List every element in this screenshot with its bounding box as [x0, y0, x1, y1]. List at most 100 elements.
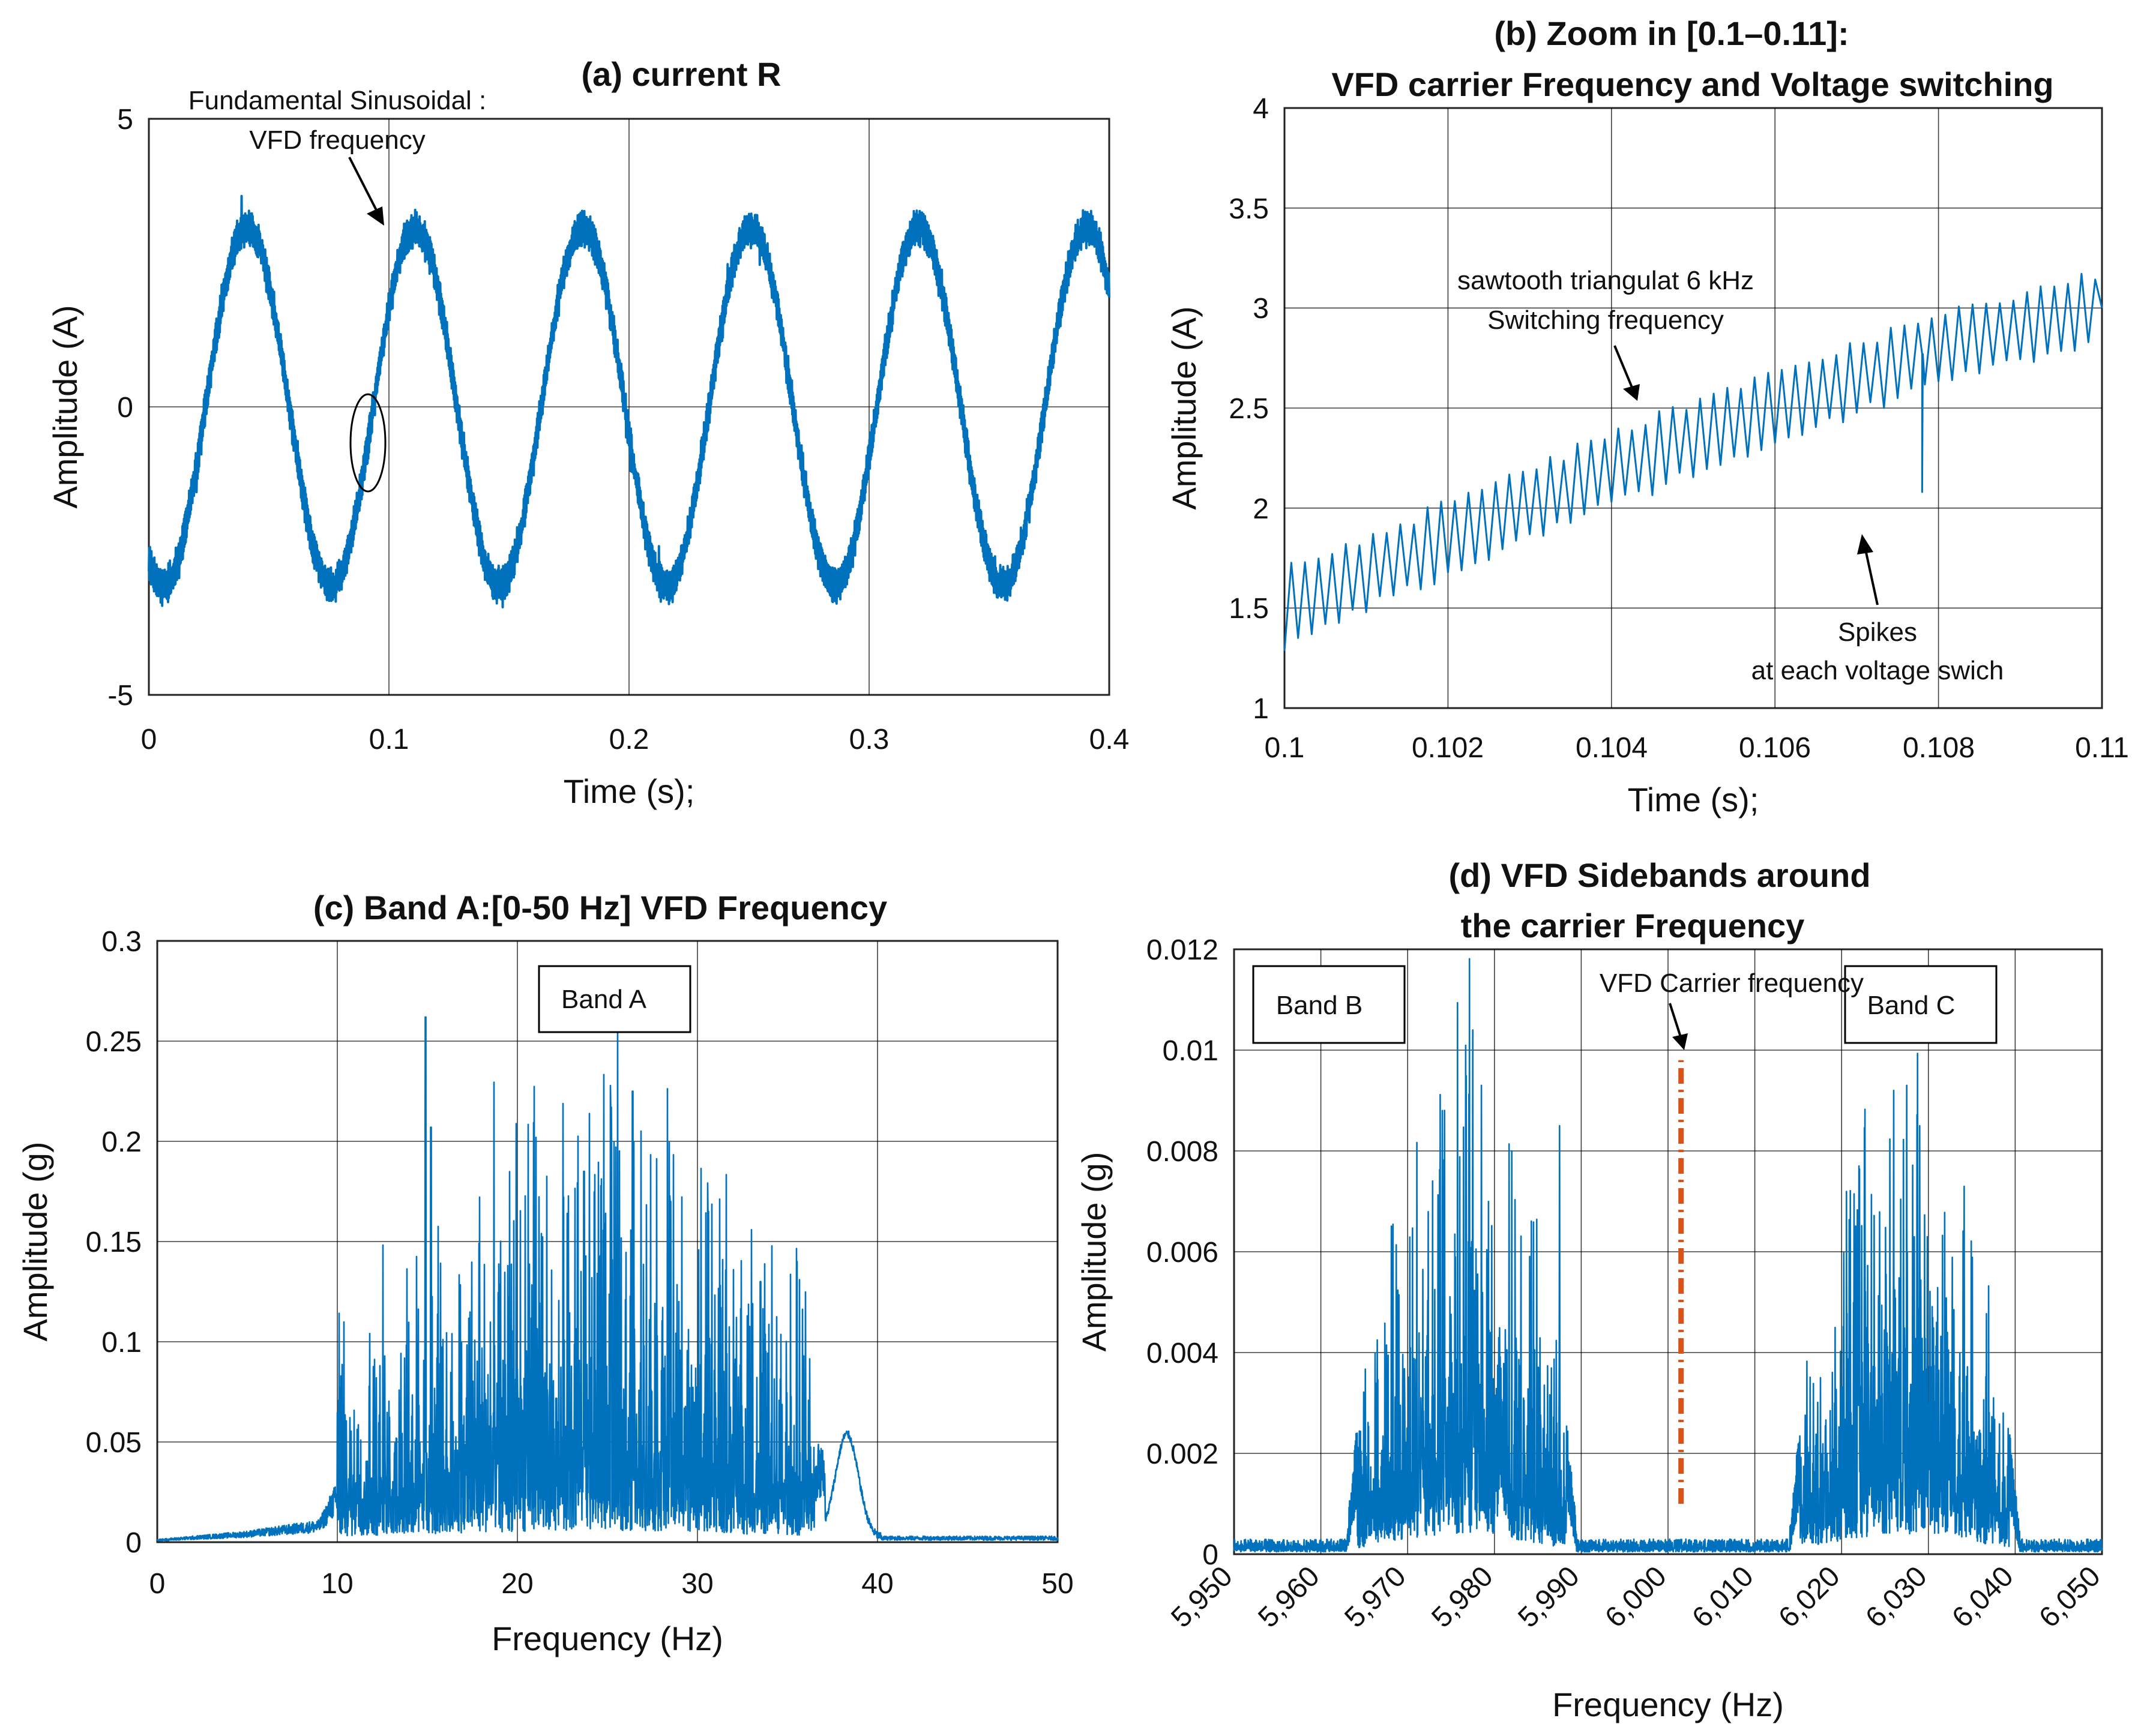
title-b-line1: (b) Zoom in [0.1–0.11]:: [1494, 14, 1849, 52]
tick-label-c-x4: 40: [861, 1568, 893, 1600]
tick-label-c-y0: 0: [125, 1527, 142, 1559]
x-axis-label-c: Frequency (Hz): [492, 1620, 723, 1657]
title-c: (c) Band A:[0-50 Hz] VFD Frequency: [313, 889, 887, 927]
series-line-zoomed-current: [1283, 272, 2103, 651]
band-c-box: Band C: [1844, 965, 1998, 1044]
grid-b: [1284, 108, 2102, 708]
tick-label-c-y4: 0.2: [101, 1126, 142, 1158]
title-a: (a) current R: [582, 55, 781, 93]
band-b-label-box: [1252, 965, 1406, 1044]
band-c-label-box: [1844, 965, 1998, 1044]
tick-label-d-x2: 5,970: [1338, 1560, 1412, 1633]
tick-label-c-x0: 0: [149, 1568, 166, 1600]
annotation-arrow-d: [1669, 1003, 1688, 1050]
tick-label-c-y6: 0.3: [101, 926, 142, 958]
tick-label-d-y3: 0.006: [1146, 1237, 1218, 1269]
title-b-line2: VFD carrier Frequency and Voltage switch…: [1331, 65, 2053, 103]
tick-label-d-x5: 6,000: [1599, 1560, 1672, 1633]
annotation-b-spikes: Spikes: [1838, 617, 1917, 647]
annotation-arrow-b-switching: [1613, 345, 1640, 401]
band-b-label: Band B: [1276, 991, 1363, 1020]
annotation-b-sawtooth: sawtooth triangulat 6 kHz: [1457, 266, 1754, 295]
tick-label-a-x2: 0.2: [609, 724, 649, 755]
tick-label-d-y5: 0.01: [1163, 1035, 1218, 1067]
band-a-label-box: [538, 965, 691, 1033]
annotation-arrow-b-spikes: [1857, 534, 1879, 605]
tick-label-b-y3: 2.5: [1229, 393, 1269, 425]
band-a-label: Band A: [561, 985, 647, 1014]
zero-crossing-ellipse: [349, 393, 387, 493]
band-b-box: Band B: [1252, 965, 1406, 1044]
tick-label-c-x5: 50: [1041, 1568, 1073, 1600]
tick-label-b-x0: 0.1: [1265, 732, 1305, 764]
tick-label-d-y0: 0: [1202, 1539, 1218, 1571]
tick-label-b-x5: 0.11: [2075, 732, 2129, 764]
tick-label-d-x7: 6,020: [1772, 1560, 1846, 1633]
tick-label-c-x2: 20: [501, 1568, 533, 1600]
x-axis-label-d: Frequency (Hz): [1552, 1686, 1784, 1723]
tick-label-b-y1: 1.5: [1229, 593, 1269, 625]
ticks-c: 0 10 20 30 40 50 0 0.05 0.1 0.15 0.2 0.2…: [86, 926, 1074, 1600]
annotation-a-line1: Fundamental Sinusoidal :: [188, 86, 487, 115]
y-axis-label-b: Amplitude (A): [1165, 306, 1203, 509]
tick-label-c-y1: 0.05: [86, 1427, 142, 1459]
tick-label-c-y2: 0.1: [101, 1327, 142, 1359]
annotation-d-carrier: VFD Carrier frequency: [1600, 969, 1864, 998]
tick-label-b-y2: 2: [1253, 493, 1269, 525]
band-a-box: Band A: [538, 965, 691, 1033]
grid-a: [149, 119, 1109, 695]
tick-label-d-x6: 6,010: [1686, 1560, 1759, 1633]
tick-label-b-y4: 3: [1253, 293, 1269, 325]
tick-label-d-x10: 6,050: [2033, 1560, 2106, 1633]
tick-label-a-x3: 0.3: [849, 724, 890, 755]
tick-label-a-x4: 0.4: [1089, 724, 1130, 755]
ticks-b: 0.1 0.102 0.104 0.106 0.108 0.11 1 1.5 2…: [1229, 93, 2129, 764]
tick-label-b-x3: 0.106: [1739, 732, 1811, 764]
panel-a: (a) current R 0 0.1 0.2 0.3 0.4 -5 0 5 T…: [46, 55, 1129, 810]
tick-label-d-y2: 0.004: [1146, 1338, 1218, 1369]
y-axis-label-a: Amplitude (A): [46, 305, 84, 508]
x-axis-label-b: Time (s);: [1628, 781, 1759, 818]
tick-label-b-y5: 3.5: [1229, 193, 1269, 225]
tick-label-d-x3: 5,980: [1426, 1560, 1499, 1633]
tick-label-d-y1: 0.002: [1146, 1438, 1218, 1470]
tick-label-a-y1: 0: [117, 392, 133, 424]
tick-label-b-x2: 0.104: [1576, 732, 1648, 764]
tick-label-d-y4: 0.008: [1146, 1136, 1218, 1168]
tick-label-b-y0: 1: [1253, 693, 1269, 725]
tick-label-d-x0: 5,950: [1165, 1560, 1238, 1633]
tick-label-a-y0: -5: [107, 680, 133, 712]
tick-label-d-x8: 6,030: [1859, 1560, 1933, 1633]
tick-label-d-x1: 5,960: [1252, 1560, 1325, 1633]
tick-label-b-y6: 4: [1253, 93, 1269, 125]
title-d-line1: (d) VFD Sidebands around: [1448, 856, 1870, 894]
tick-label-a-y2: 5: [117, 104, 133, 136]
tick-label-c-x1: 10: [321, 1568, 353, 1600]
annotation-a-line2: VFD frequency: [249, 125, 425, 155]
y-axis-label-d: Amplitude (g): [1075, 1152, 1113, 1351]
series-line-sidebands-spectrum: [1233, 958, 2103, 1553]
tick-label-a-x1: 0.1: [369, 724, 409, 755]
ticks-d-y: 0 0.002 0.004 0.006 0.008 0.01 0.012: [1146, 934, 1218, 1571]
tick-label-d-y6: 0.012: [1146, 934, 1218, 966]
tick-label-b-x4: 0.108: [1903, 732, 1975, 764]
tick-label-c-x3: 30: [681, 1568, 713, 1600]
ticks-a: 0 0.1 0.2 0.3 0.4 -5 0 5: [107, 104, 1129, 755]
panel-d: (d) VFD Sidebands around the carrier Fre…: [1075, 856, 2107, 1723]
series-line-current-r: [148, 194, 1110, 608]
tick-label-a-x0: 0: [141, 724, 157, 755]
tick-label-b-x1: 0.102: [1412, 732, 1484, 764]
panel-c: (c) Band A:[0-50 Hz] VFD Frequency Band …: [16, 889, 1074, 1657]
panel-b: (b) Zoom in [0.1–0.11]: VFD carrier Freq…: [1165, 14, 2129, 818]
x-axis-label-a: Time (s);: [564, 772, 695, 810]
band-c-label: Band C: [1867, 991, 1956, 1020]
ticks-d-x: 5,950 5,960 5,970 5,980 5,990 6,000 6,01…: [1165, 1560, 2106, 1633]
annotation-arrow-a: [348, 157, 384, 226]
tick-label-c-y5: 0.25: [86, 1026, 142, 1058]
title-d-line2: the carrier Frequency: [1461, 907, 1805, 945]
annotation-b-switching: Switching frequency: [1487, 305, 1724, 335]
tick-label-d-x9: 6,040: [1946, 1560, 2019, 1633]
y-axis-label-c: Amplitude (g): [16, 1141, 54, 1341]
annotation-b-voltage-switch: at each voltage swich: [1751, 656, 2004, 685]
